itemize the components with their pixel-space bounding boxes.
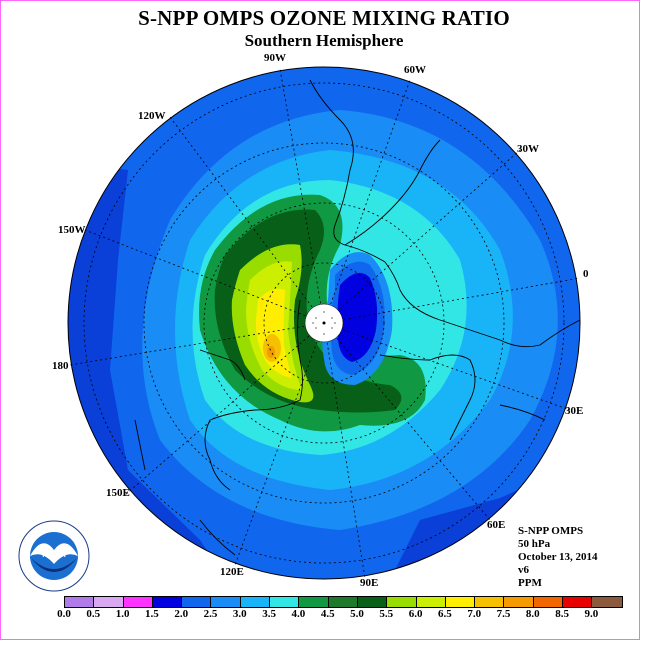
colorbar-swatch — [152, 597, 183, 607]
info-instrument: S-NPP OMPS — [518, 525, 584, 537]
lon-label-60e: 60E — [487, 519, 506, 531]
pole-dots — [312, 311, 336, 335]
colorbar-swatch — [445, 597, 476, 607]
colorbar-tick-label: 3.0 — [232, 608, 247, 620]
info-date: October 13, 2014 — [518, 551, 598, 563]
colorbar-swatch — [182, 597, 212, 607]
colorbar-tick-label: 2.5 — [203, 608, 218, 620]
colorbar-tick-label: 0.5 — [86, 608, 101, 620]
lon-label-180: 180 — [52, 360, 69, 372]
colorbar-swatch — [299, 597, 329, 607]
colorbar — [64, 596, 623, 608]
colorbar-tick-label: 8.0 — [525, 608, 540, 620]
lon-label-90w: 90W — [264, 52, 286, 64]
colorbar-tick-label: 2.0 — [174, 608, 189, 620]
map-frame — [0, 0, 640, 640]
map-boundary — [67, 66, 581, 580]
info-units: PPM — [518, 577, 542, 589]
colorbar-tick-label: 6.0 — [408, 608, 423, 620]
colorbar-tick-label: 4.5 — [320, 608, 335, 620]
colorbar-tick-label: 5.5 — [379, 608, 394, 620]
lon-label-60w: 60W — [404, 64, 426, 76]
lon-label-0: 0 — [583, 268, 589, 280]
colorbar-swatch — [328, 597, 358, 607]
colorbar-tick-label: 0.0 — [57, 608, 71, 620]
lon-label-90e: 90E — [360, 577, 379, 589]
ozone-field — [68, 67, 580, 579]
info-level: 50 hPa — [518, 538, 551, 550]
graticule — [69, 68, 581, 579]
colorbar-swatch — [533, 597, 564, 607]
colorbar-swatch — [65, 597, 95, 607]
colorbar-swatch — [211, 597, 241, 607]
info-version: v6 — [518, 564, 529, 576]
lon-label-30e: 30E — [565, 405, 584, 417]
colorbar-swatch — [240, 597, 271, 607]
colorbar-tick-label: 7.5 — [496, 608, 511, 620]
colorbar-tick-label: 9.0 — [584, 608, 599, 620]
colorbar-swatch — [504, 597, 534, 607]
colorbar-tick-label: 1.5 — [145, 608, 159, 620]
logo-text: NOAA — [42, 550, 66, 559]
colorbar-swatch — [387, 597, 417, 607]
map-subtitle: Southern Hemisphere — [244, 31, 404, 50]
lon-label-120w: 120W — [138, 110, 166, 122]
colorbar-swatch — [416, 597, 446, 607]
lon-label-30w: 30W — [517, 143, 539, 155]
colorbar-swatch — [475, 597, 505, 607]
colorbar-swatch — [94, 597, 124, 607]
colorbar-tick-label: 7.0 — [467, 608, 482, 620]
lon-label-150w: 150W — [58, 224, 86, 236]
colorbar-tick-label: 3.5 — [262, 608, 276, 620]
colorbar-swatch — [592, 597, 622, 607]
colorbar-tick-label: 8.5 — [555, 608, 569, 620]
colorbar-tick-label: 5.0 — [350, 608, 364, 620]
lon-label-150e: 150E — [106, 487, 130, 499]
colorbar-swatch — [270, 597, 300, 607]
colorbar-swatch — [123, 597, 153, 607]
colorbar-tick-label: 1.0 — [115, 608, 130, 620]
colorbar-tick-label: 4.0 — [291, 608, 306, 620]
map-info: S-NPP OMPS 50 hPa October 13, 2014 v6 PP… — [518, 525, 598, 590]
lon-label-120e: 120E — [220, 566, 244, 578]
map-title: S-NPP OMPS OZONE MIXING RATIO — [138, 6, 510, 30]
coastlines — [134, 79, 581, 556]
colorbar-swatch — [357, 597, 388, 607]
colorbar-swatch — [563, 597, 593, 607]
colorbar-tick-label: 6.5 — [438, 608, 452, 620]
noaa-logo-icon: NOAA — [18, 520, 90, 592]
